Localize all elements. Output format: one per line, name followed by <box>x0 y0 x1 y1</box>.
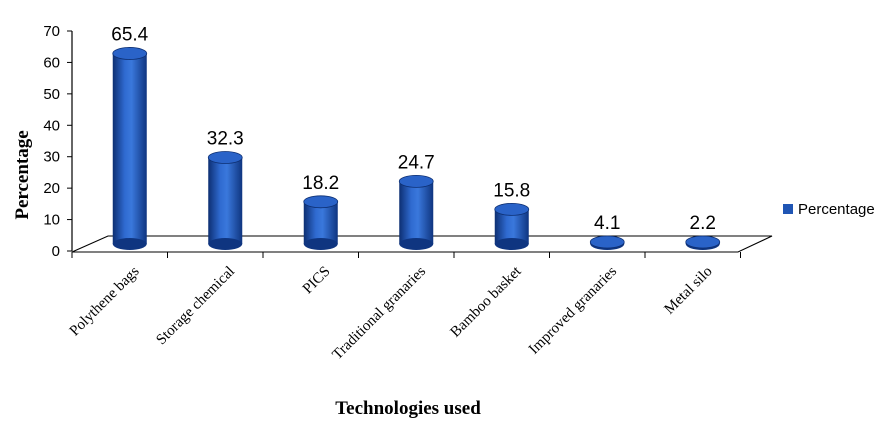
bar-base <box>495 238 529 250</box>
legend-label: Percentage <box>798 201 875 218</box>
y-tick-label: 20 <box>43 180 60 197</box>
y-tick-label: 50 <box>43 86 60 103</box>
x-axis-title: Technologies used <box>335 398 481 419</box>
bar-body <box>399 181 433 244</box>
y-tick-label: 40 <box>43 117 60 134</box>
bar <box>208 151 242 250</box>
x-tick-label: PICS <box>300 264 334 298</box>
y-tick-label: 70 <box>43 23 60 40</box>
bar <box>399 175 433 250</box>
bar <box>686 236 720 250</box>
bar <box>590 236 624 250</box>
x-tick-label: Improved granaries <box>526 263 620 357</box>
bar-cap <box>495 203 529 215</box>
y-tick-label: 10 <box>43 212 60 229</box>
y-tick-label: 30 <box>43 149 60 166</box>
bar-body <box>113 53 147 244</box>
y-tick-label: 60 <box>43 54 60 71</box>
legend: Percentage <box>783 201 875 218</box>
x-tick-label: Storage chemical <box>153 264 238 349</box>
data-label: 18.2 <box>302 173 339 194</box>
x-tick-label: Bamboo basket <box>448 263 526 341</box>
bar-base <box>113 238 147 250</box>
legend-swatch <box>783 204 793 214</box>
bar <box>113 47 147 250</box>
data-label: 24.7 <box>398 152 435 173</box>
bar-base <box>208 238 242 250</box>
bar-cap <box>113 47 147 59</box>
bar-cap <box>399 175 433 187</box>
x-tick-label: Metal silo <box>662 264 716 318</box>
bar <box>495 203 529 250</box>
bar-cap <box>686 236 720 248</box>
bar-body <box>208 157 242 244</box>
bar-cap <box>590 236 624 248</box>
bar-cap <box>208 151 242 163</box>
data-label: 32.3 <box>207 128 244 149</box>
data-label: 15.8 <box>493 180 530 201</box>
data-label: 2.2 <box>690 213 716 234</box>
data-label: 65.4 <box>111 24 148 45</box>
bar-base <box>304 238 338 250</box>
x-tick-label: Traditional granaries <box>329 263 429 363</box>
y-tick-label: 0 <box>52 243 60 260</box>
bar-base <box>399 238 433 250</box>
x-tick-label: Polythene bags <box>67 263 143 339</box>
y-axis-title: Percentage <box>12 130 33 219</box>
data-label: 4.1 <box>594 213 620 234</box>
bar <box>304 196 338 250</box>
bar-cap <box>304 196 338 208</box>
